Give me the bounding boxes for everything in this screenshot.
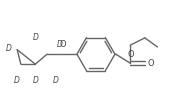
Text: D: D bbox=[53, 76, 59, 85]
Text: D: D bbox=[33, 76, 39, 85]
Text: O: O bbox=[127, 50, 134, 59]
Text: D: D bbox=[14, 76, 20, 85]
Text: D: D bbox=[32, 33, 38, 42]
Text: D: D bbox=[6, 44, 12, 53]
Text: D: D bbox=[57, 40, 63, 49]
Text: O: O bbox=[148, 59, 154, 68]
Text: O: O bbox=[59, 40, 66, 49]
